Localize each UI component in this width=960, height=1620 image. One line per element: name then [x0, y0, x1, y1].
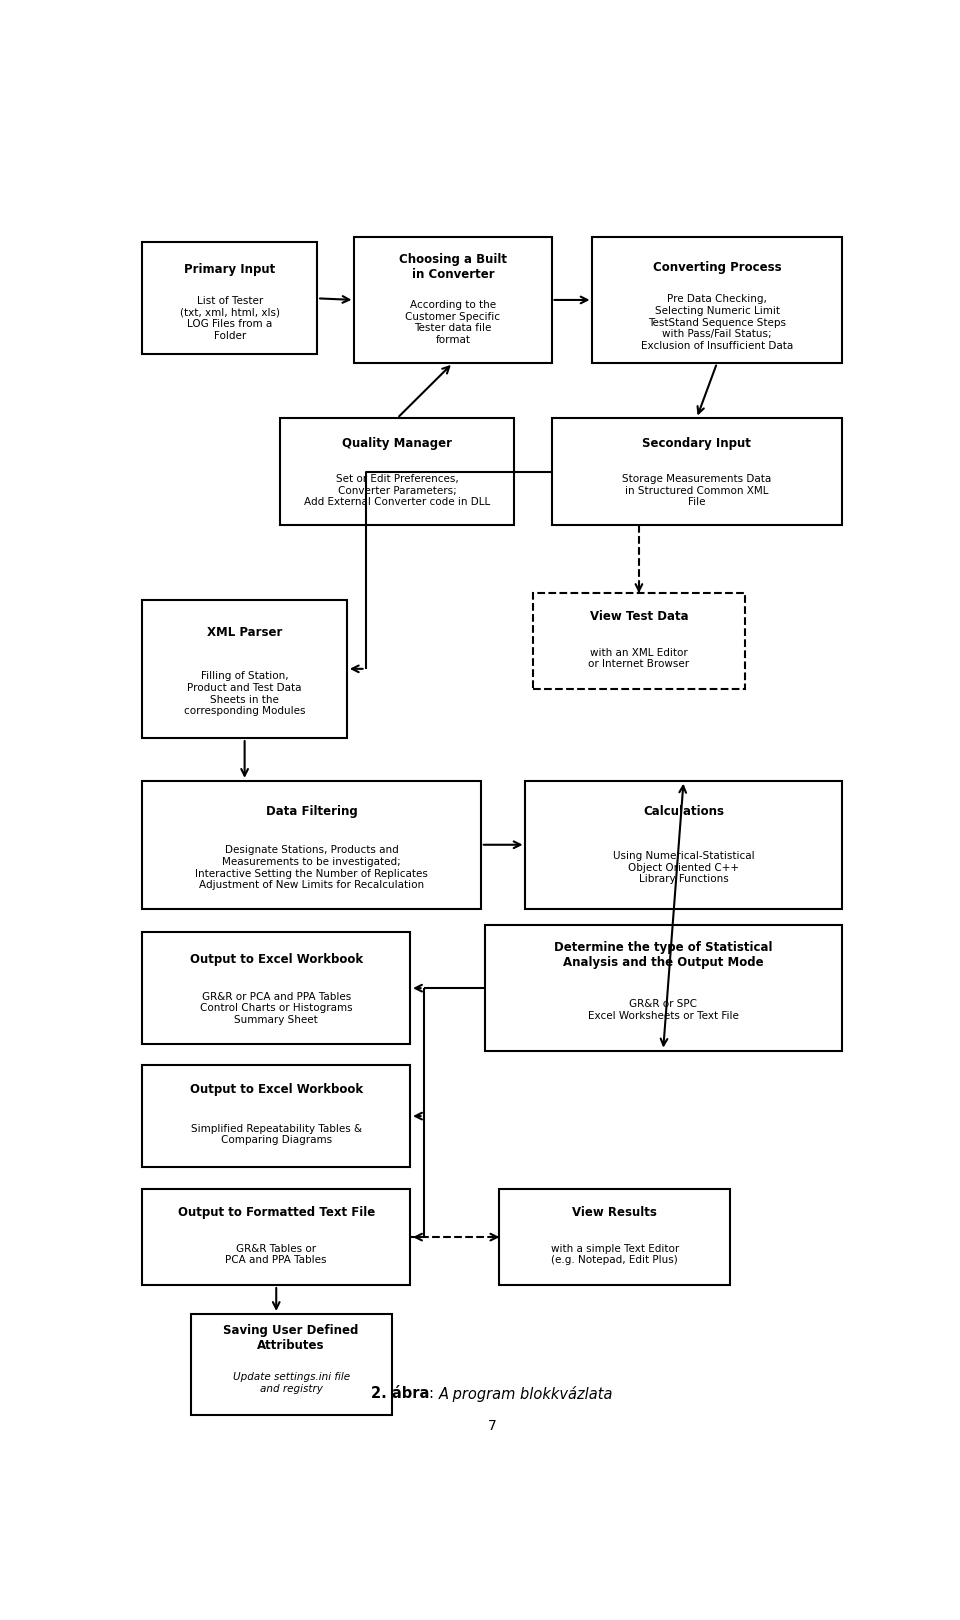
- Text: Output to Formatted Text File: Output to Formatted Text File: [178, 1205, 374, 1218]
- Bar: [499, 1189, 731, 1285]
- Text: Pre Data Checking,
Selecting Numeric Limit
TestStand Sequence Steps
with Pass/Fa: Pre Data Checking, Selecting Numeric Lim…: [641, 295, 793, 352]
- Text: Designate Stations, Products and
Measurements to be investigated;
Interactive Se: Designate Stations, Products and Measure…: [195, 846, 428, 889]
- Text: Set or Edit Preferences,
Converter Parameters;
Add External Converter code in DL: Set or Edit Preferences, Converter Param…: [304, 475, 491, 507]
- Text: :: :: [429, 1387, 439, 1401]
- Text: GR&R or SPC
Excel Worksheets or Text File: GR&R or SPC Excel Worksheets or Text Fil…: [588, 1000, 738, 1021]
- Bar: [142, 599, 347, 739]
- Text: Secondary Input: Secondary Input: [642, 437, 751, 450]
- Text: Output to Excel Workbook: Output to Excel Workbook: [190, 1084, 363, 1097]
- Text: Choosing a Built
in Converter: Choosing a Built in Converter: [399, 253, 507, 282]
- Text: Output to Excel Workbook: Output to Excel Workbook: [190, 953, 363, 966]
- Text: with a simple Text Editor
(e.g. Notepad, Edit Plus): with a simple Text Editor (e.g. Notepad,…: [551, 1244, 679, 1265]
- Bar: [142, 243, 317, 355]
- Text: Saving User Defined
Attributes: Saving User Defined Attributes: [224, 1324, 359, 1353]
- Text: Data Filtering: Data Filtering: [266, 805, 357, 818]
- Text: Simplified Repeatability Tables &
Comparing Diagrams: Simplified Repeatability Tables & Compar…: [191, 1124, 362, 1145]
- Bar: [142, 1066, 410, 1166]
- Bar: [191, 1314, 392, 1416]
- Bar: [142, 781, 481, 909]
- Bar: [142, 931, 410, 1045]
- Bar: [354, 237, 552, 363]
- Bar: [533, 593, 745, 688]
- Text: GR&R Tables or
PCA and PPA Tables: GR&R Tables or PCA and PPA Tables: [226, 1244, 327, 1265]
- Text: A program blokkvázlata: A program blokkvázlata: [439, 1385, 613, 1401]
- Bar: [280, 418, 515, 525]
- Text: List of Tester
(txt, xml, html, xls)
LOG Files from a
Folder: List of Tester (txt, xml, html, xls) LOG…: [180, 296, 279, 340]
- Text: XML Parser: XML Parser: [207, 627, 282, 640]
- Text: Primary Input: Primary Input: [184, 262, 276, 275]
- Text: Calculations: Calculations: [643, 805, 724, 818]
- Bar: [525, 781, 842, 909]
- Text: Quality Manager: Quality Manager: [342, 437, 452, 450]
- Text: Converting Process: Converting Process: [653, 261, 781, 274]
- Text: Determine the type of Statistical
Analysis and the Output Mode: Determine the type of Statistical Analys…: [554, 941, 773, 969]
- Text: View Test Data: View Test Data: [589, 609, 688, 622]
- Bar: [485, 925, 842, 1050]
- Text: Storage Measurements Data
in Structured Common XML
File: Storage Measurements Data in Structured …: [622, 475, 771, 507]
- Text: View Results: View Results: [572, 1205, 658, 1218]
- Text: 7: 7: [488, 1419, 496, 1432]
- Text: GR&R or PCA and PPA Tables
Control Charts or Histograms
Summary Sheet: GR&R or PCA and PPA Tables Control Chart…: [200, 991, 352, 1025]
- Text: 2. ábra: 2. ábra: [371, 1387, 429, 1401]
- Bar: [592, 237, 842, 363]
- Text: Update settings.ini file
and registry: Update settings.ini file and registry: [232, 1372, 349, 1393]
- Bar: [551, 418, 842, 525]
- Text: with an XML Editor
or Internet Browser: with an XML Editor or Internet Browser: [588, 648, 689, 669]
- Text: Using Numerical-Statistical
Object Oriented C++
Library Functions: Using Numerical-Statistical Object Orien…: [612, 850, 755, 885]
- Bar: [142, 1189, 410, 1285]
- Text: Filling of Station,
Product and Test Data
Sheets in the
corresponding Modules: Filling of Station, Product and Test Dat…: [184, 671, 305, 716]
- Text: According to the
Customer Specific
Tester data file
format: According to the Customer Specific Teste…: [405, 300, 500, 345]
